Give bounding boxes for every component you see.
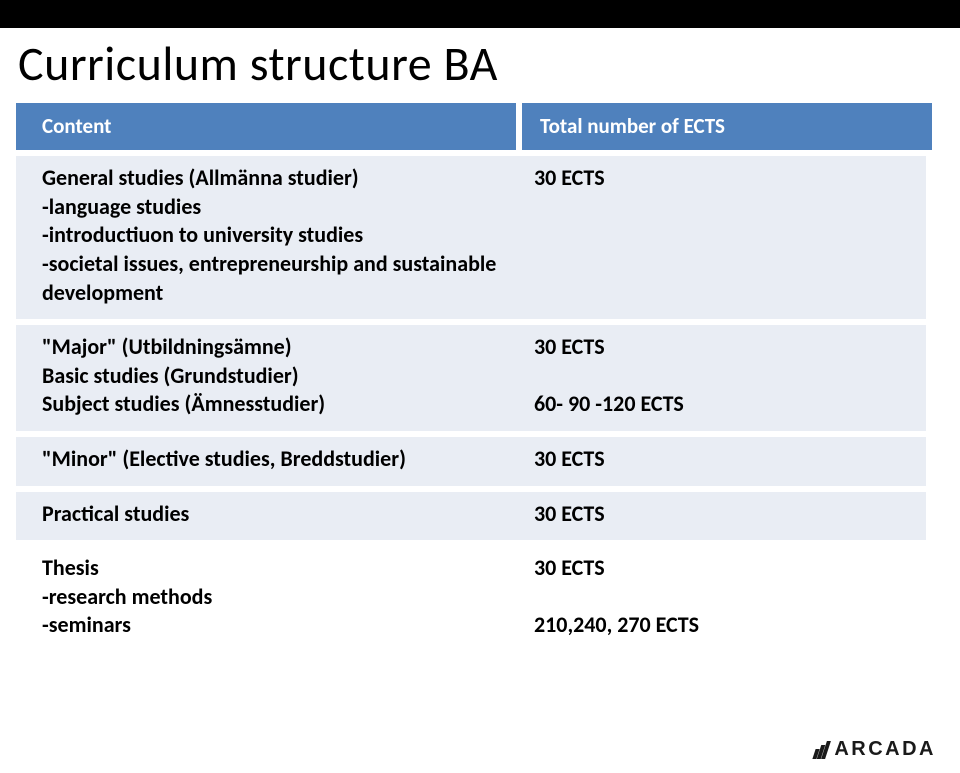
table-header-row: Content Total number of ECTS [16, 103, 944, 150]
ects-value: 60- 90 -120 ECTS [534, 390, 908, 419]
row-minor: "Minor" (Elective studies, Breddstudier)… [16, 437, 944, 486]
row-practical: Practical studies 30 ECTS [16, 492, 944, 541]
content-main: Thesis [42, 554, 498, 583]
row-major: "Major" (Utbildningsämne) Basic studies … [16, 325, 944, 431]
row-general-studies: General studies (Allmänna studier) -lang… [16, 156, 944, 319]
content-main: Practical studies [42, 500, 498, 529]
content-sub: -research methods [42, 583, 498, 612]
content-main: "Major" (Utbildningsämne) [42, 333, 498, 362]
content-sub: Basic studies (Grundstudier) [42, 362, 498, 391]
content-sub: -language studies [42, 193, 498, 222]
ects-value: 30 ECTS [534, 164, 908, 193]
cell-ects: 30 ECTS 60- 90 -120 ECTS [516, 325, 926, 431]
cell-content: Practical studies [16, 492, 516, 541]
logo-bars-icon [814, 741, 828, 759]
content-main: General studies (Allmänna studier) [42, 164, 498, 193]
content-main: "Minor" (Elective studies, Breddstudier) [42, 445, 498, 474]
ects-value: 30 ECTS [534, 445, 908, 474]
content-sub: -seminars [42, 611, 498, 640]
curriculum-table: Content Total number of ECTS General stu… [16, 103, 944, 652]
header-ects: Total number of ECTS [522, 103, 932, 150]
content-sub: -introductiuon to university studies [42, 221, 498, 250]
logo-text: ARCADA [834, 738, 936, 761]
ects-total: 210,240, 270 ECTS [534, 611, 908, 640]
top-black-bar [0, 0, 960, 28]
content-sub: Subject studies (Ämnesstudier) [42, 390, 498, 419]
ects-value: 30 ECTS [534, 554, 908, 583]
cell-ects: 30 ECTS [516, 437, 926, 486]
cell-ects: 30 ECTS 210,240, 270 ECTS [516, 546, 926, 652]
cell-content: "Major" (Utbildningsämne) Basic studies … [16, 325, 516, 431]
cell-ects: 30 ECTS [516, 156, 926, 319]
page-title: Curriculum structure BA [18, 34, 960, 93]
cell-content: "Minor" (Elective studies, Breddstudier) [16, 437, 516, 486]
row-thesis: Thesis -research methods -seminars 30 EC… [16, 546, 944, 652]
content-sub: -societal issues, entrepreneurship and s… [42, 250, 498, 307]
cell-ects: 30 ECTS [516, 492, 926, 541]
ects-blank [534, 583, 908, 612]
cell-content: General studies (Allmänna studier) -lang… [16, 156, 516, 319]
arcada-logo: ARCADA [814, 738, 936, 761]
ects-blank [534, 362, 908, 391]
header-content: Content [16, 103, 516, 150]
ects-value: 30 ECTS [534, 500, 908, 529]
cell-content: Thesis -research methods -seminars [16, 546, 516, 652]
ects-value: 30 ECTS [534, 333, 908, 362]
